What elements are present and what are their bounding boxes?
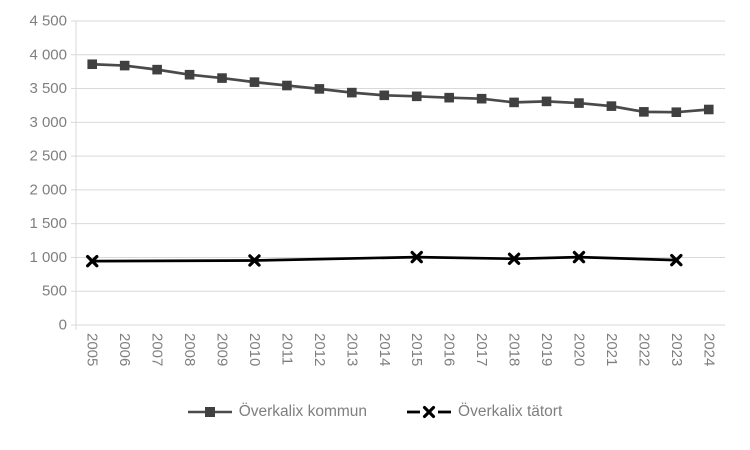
x-axis-label: 2013 — [343, 333, 360, 366]
tatort-marker — [410, 250, 423, 264]
kommun-marker — [509, 97, 519, 108]
kommun-line — [92, 62, 709, 114]
x-axis-label: 2008 — [181, 333, 198, 366]
tatort-marker — [572, 250, 586, 264]
x-axis-label: 2019 — [538, 333, 555, 366]
y-axis-label: 0 — [59, 317, 67, 334]
kommun-marker — [411, 91, 422, 102]
x-axis-label: 2018 — [506, 333, 523, 366]
tatort-line — [92, 255, 677, 263]
chart-legend: Överkalix kommun Överkalix tätort — [0, 403, 750, 421]
x-axis-label: 2011 — [278, 333, 295, 365]
x-axis-label: 2024 — [700, 333, 717, 366]
kommun-marker — [152, 64, 162, 75]
kommun-marker — [347, 87, 357, 98]
y-axis-label: 4 500 — [29, 13, 67, 30]
kommun-marker — [606, 101, 617, 111]
kommun-marker — [639, 107, 649, 117]
y-axis-label: 2 500 — [29, 148, 67, 165]
y-axis-label: 2 000 — [29, 181, 67, 198]
x-axis-label: 2006 — [116, 333, 133, 366]
kommun-marker — [379, 90, 390, 101]
x-axis-label: 2014 — [376, 333, 393, 366]
x-axis-label: 2010 — [246, 333, 263, 366]
tatort-marker — [248, 254, 261, 267]
x-axis-label: 2021 — [603, 333, 620, 366]
kommun-marker — [541, 96, 552, 107]
kommun-marker — [476, 93, 487, 104]
tatort-marker — [86, 254, 99, 268]
legend-label-kommun: Överkalix kommun — [238, 403, 368, 420]
tatort-marker — [670, 253, 683, 267]
kommun-marker — [671, 107, 682, 117]
kommun-marker — [574, 98, 584, 108]
legend-item-kommun: Överkalix kommun — [187, 403, 368, 421]
legend-label-tatort: Överkalix tätort — [458, 403, 563, 420]
kommun-legend-marker — [187, 407, 232, 417]
x-axis-label: 2012 — [311, 333, 328, 366]
kommun-marker — [184, 69, 195, 80]
x-axis-label: 2015 — [408, 333, 425, 366]
x-axis-label: 2016 — [441, 333, 458, 366]
kommun-marker — [217, 73, 227, 83]
y-axis-label: 3 500 — [29, 80, 67, 97]
legend-item-tatort: Överkalix tätort — [407, 403, 562, 421]
y-axis-label: 1 000 — [29, 249, 67, 266]
y-axis-label: 4 000 — [29, 46, 67, 63]
x-axis-label: 2023 — [668, 333, 685, 366]
kommun-marker — [444, 92, 454, 103]
kommun-marker — [119, 60, 130, 71]
x-axis-label: 2007 — [149, 333, 166, 366]
kommun-marker — [282, 80, 292, 91]
kommun-marker — [314, 84, 325, 94]
kommun-marker — [249, 77, 260, 87]
y-axis-label: 500 — [42, 283, 67, 300]
x-axis-label: 2022 — [635, 333, 652, 366]
x-axis-label: 2017 — [473, 333, 490, 366]
y-axis-label: 3 000 — [29, 114, 67, 131]
kommun-marker — [703, 104, 714, 115]
y-axis-label: 1 500 — [29, 215, 67, 232]
tatort-legend-marker — [407, 405, 452, 419]
x-axis-label: 2005 — [84, 333, 101, 366]
x-axis-label: 2020 — [570, 333, 587, 366]
kommun-marker — [87, 59, 98, 70]
x-axis-label: 2009 — [214, 333, 231, 366]
tatort-marker — [507, 252, 521, 265]
